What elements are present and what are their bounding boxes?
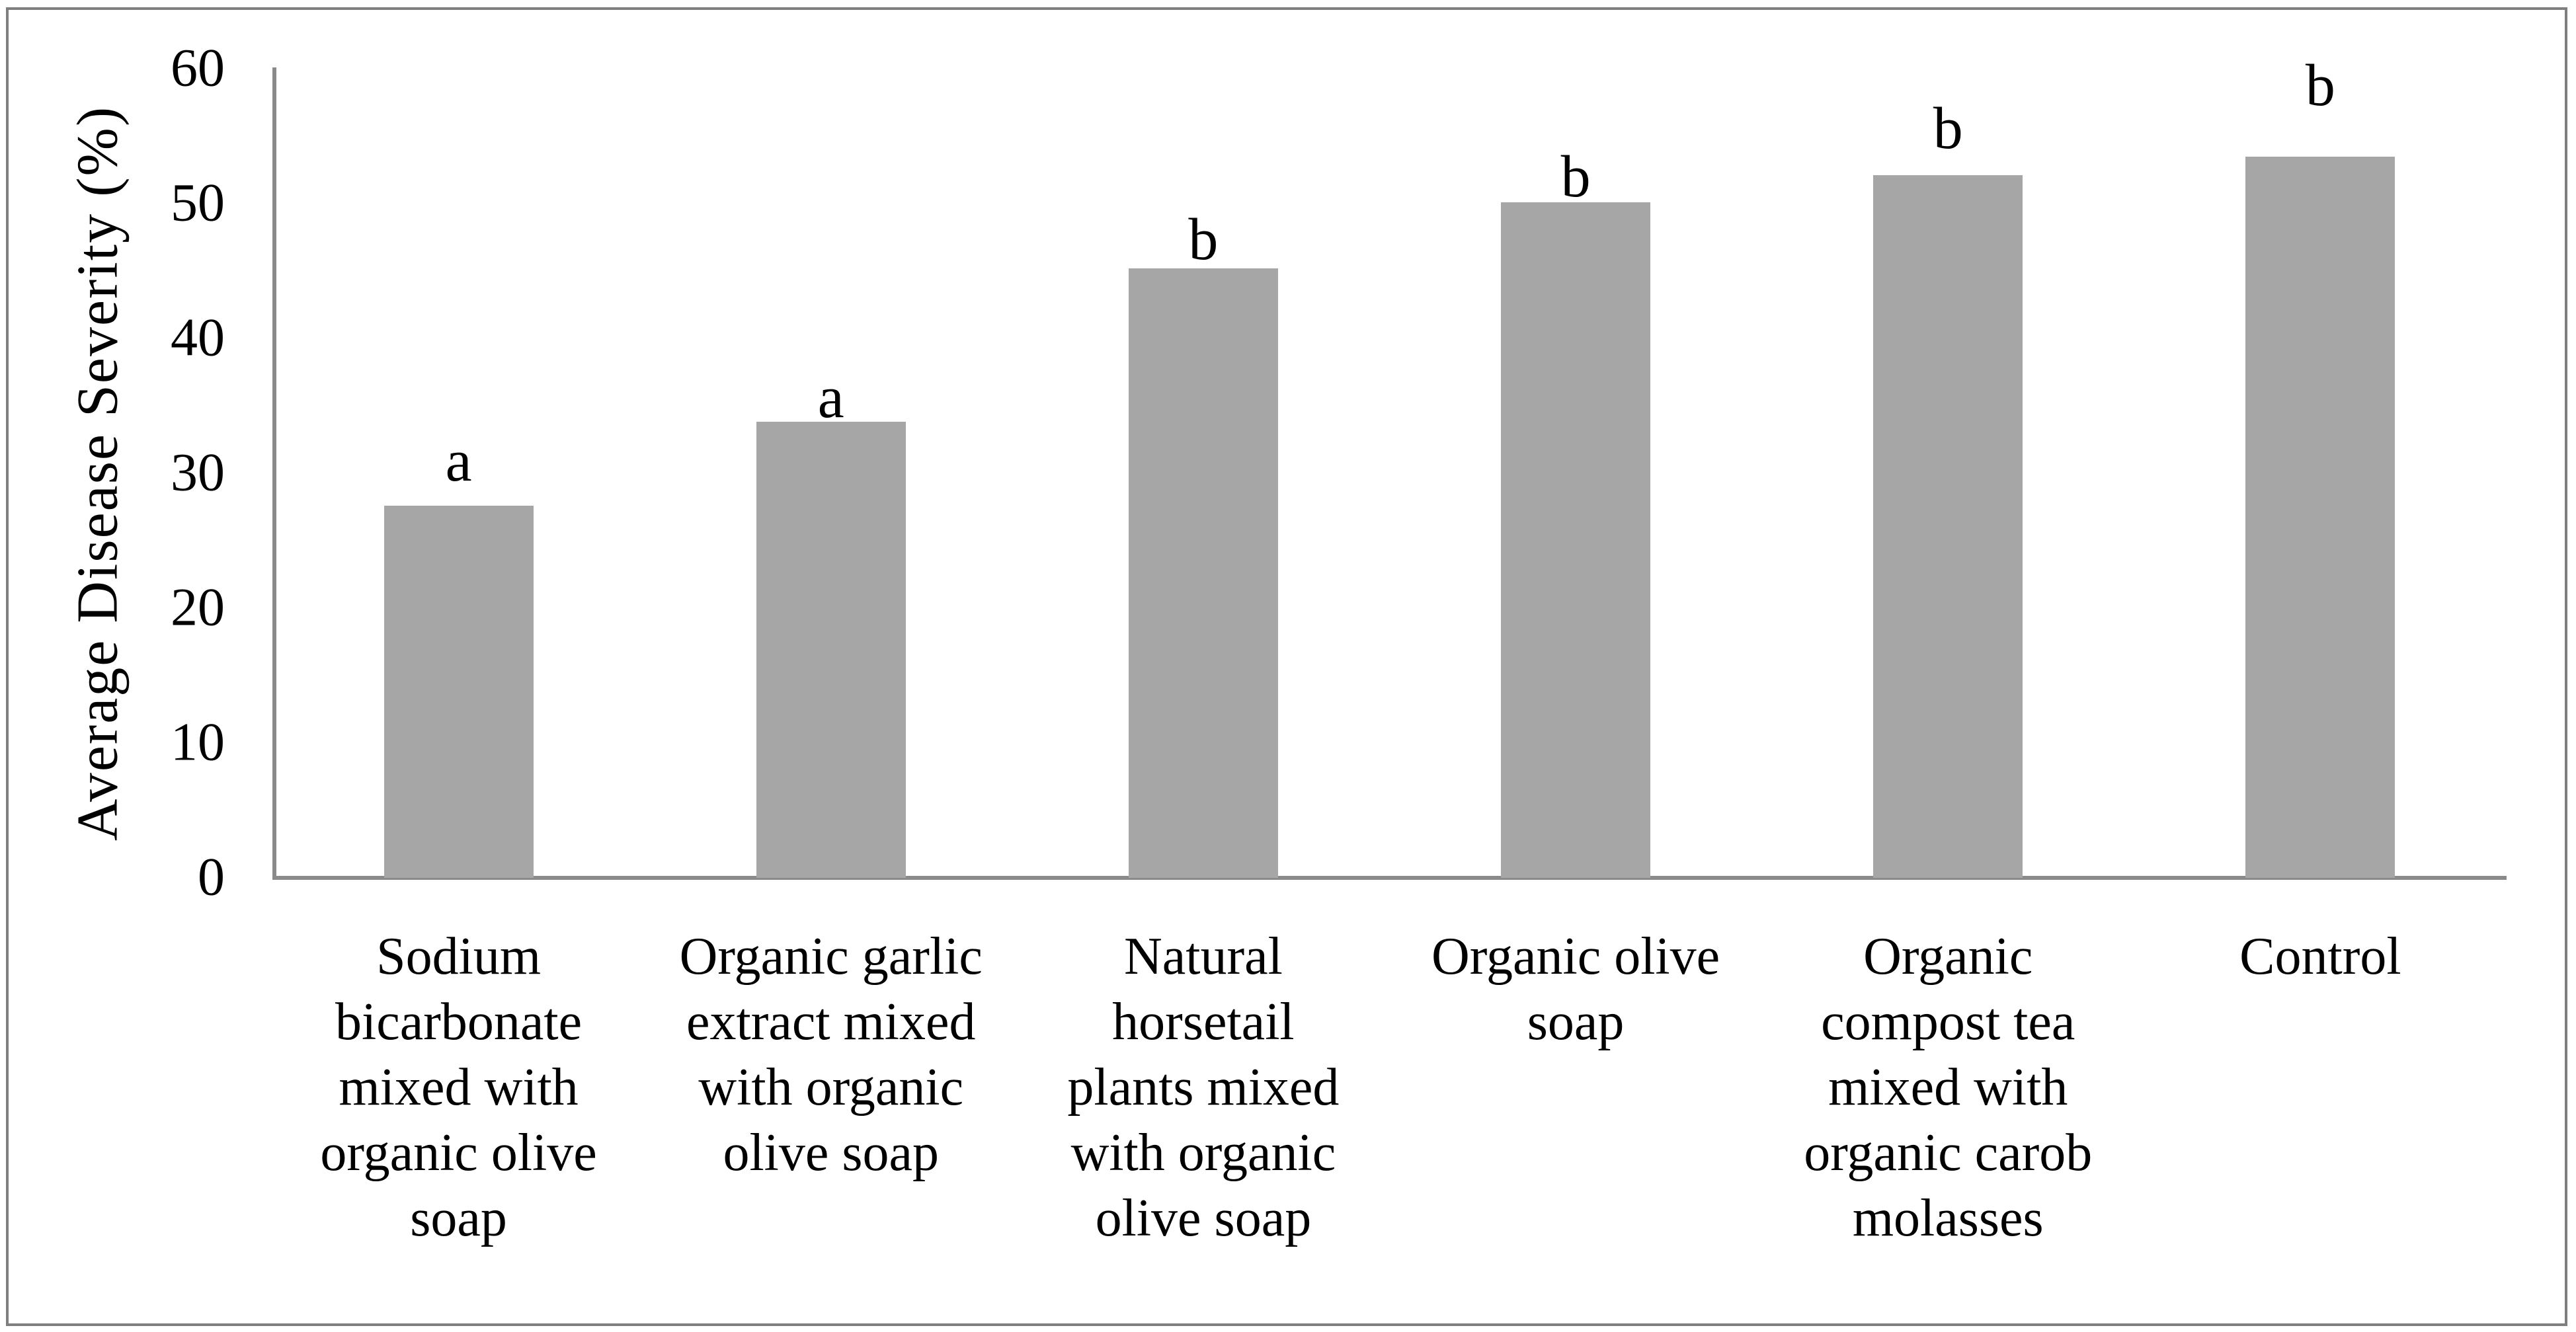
y-tick-label: 10 xyxy=(171,711,225,772)
bar xyxy=(1873,175,2023,878)
y-tick-label: 0 xyxy=(198,846,225,907)
y-tick-label: 20 xyxy=(171,576,225,637)
category-label: Organic compost tea mixed with organic c… xyxy=(1804,927,2093,1247)
significance-letter: a xyxy=(445,428,472,494)
category-label: Sodium bicarbonate mixed with organic ol… xyxy=(320,927,597,1247)
significance-letter: b xyxy=(2305,53,2335,118)
bar xyxy=(756,422,906,878)
bar xyxy=(2245,156,2395,878)
y-axis-line xyxy=(272,67,276,880)
category-label: Organic garlic extract mixed with organi… xyxy=(679,927,983,1182)
y-tick-label: 30 xyxy=(171,442,225,502)
bar xyxy=(1128,268,1278,878)
significance-letter: a xyxy=(817,365,844,430)
x-axis-line xyxy=(272,876,2507,880)
category-label: Control xyxy=(2239,927,2401,986)
bar xyxy=(1501,202,1651,878)
significance-letter: b xyxy=(1933,96,1963,161)
bar xyxy=(383,505,534,878)
category-label: Natural horsetail plants mixed with orga… xyxy=(1067,927,1340,1247)
y-tick-label: 50 xyxy=(171,172,225,233)
y-tick-label: 40 xyxy=(171,307,225,368)
significance-letter: b xyxy=(1188,207,1219,272)
significance-letter: b xyxy=(1560,144,1591,210)
y-tick-label: 60 xyxy=(171,37,225,98)
category-label: Organic olive soap xyxy=(1431,927,1720,1051)
